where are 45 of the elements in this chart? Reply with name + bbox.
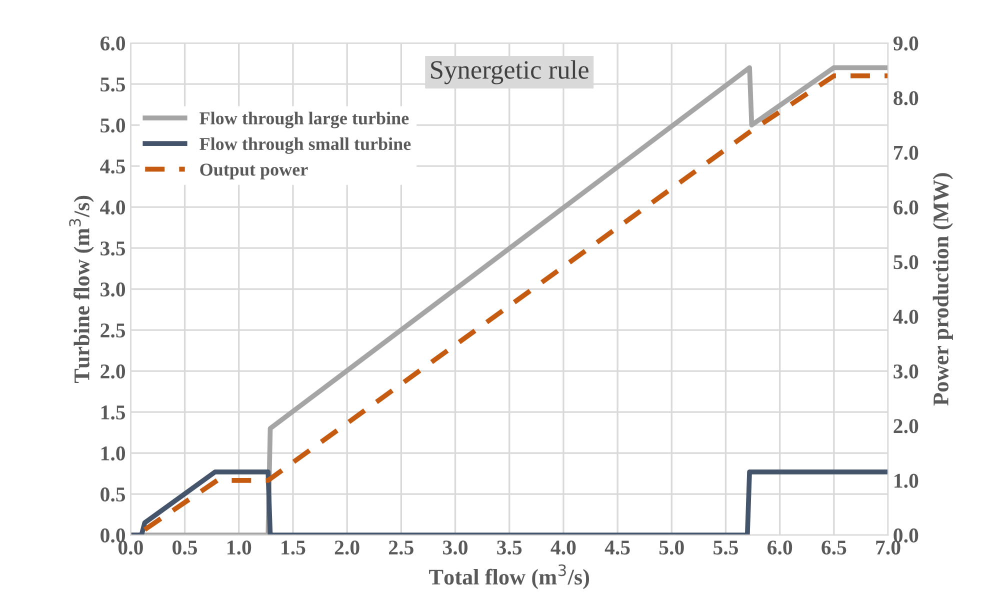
y-tick-label: 3.0 [100,282,126,297]
x-tick-label: 7.0 [876,540,900,555]
x-tick-label: 4.5 [604,540,630,555]
legend-label: Output power [200,164,308,180]
text: Synergetic rule [431,60,588,84]
x-tick-label: 1.0 [228,540,252,555]
legend-label: Flow through large turbine [200,112,409,128]
y-tick-label: 1.5 [101,406,126,420]
x-tick-label: 2.5 [389,540,414,555]
y-tick-label: 0.5 [100,487,126,502]
y-tick-label: 3.5 [100,241,126,256]
y-tick-label: 4.5 [100,160,126,174]
x-tick-label: 6.5 [822,540,846,555]
y2-tick-label: 8.0 [894,91,918,106]
y-tick-label: 0.0 [100,528,126,543]
x-tick-label: 5.0 [659,540,684,555]
y-tick-label: 4.0 [100,200,126,215]
x-tick-label: 3.5 [497,540,522,555]
x-tick-label: 5.5 [714,540,738,555]
y2-tick-label: 2.0 [894,419,918,434]
y2-tick-label: 9.0 [893,36,918,51]
x-axis-title: Total flow (m$^{3}$/s) [429,564,590,590]
x-tick-label: 2.0 [334,540,360,555]
y2-tick-label: 5.0 [894,255,918,270]
y2-tick-label: 3.0 [894,364,918,379]
legend-label: Flow through small turbine [200,137,411,154]
y-tick-label: 2.0 [100,364,126,379]
y2-tick-label: 0.0 [894,528,918,543]
x-tick-label: 0.0 [118,540,143,555]
y2-tick-label: 4.0 [893,310,918,324]
x-tick-label: 4.0 [550,540,576,555]
y2-axis-title: Power production (MW) [932,173,953,406]
y2-tick-label: 7.0 [894,146,918,160]
x-tick-label: 3.0 [443,540,468,555]
y-axis-title: Turbine flow (m$^{3}$/s) [69,196,94,384]
x-tick-label: 6.0 [768,540,792,555]
x-tick-label: 0.5 [172,540,198,555]
y-tick-label: 5.5 [100,78,126,92]
y-tick-label: 6.0 [100,36,126,51]
y2-tick-label: 1.0 [894,474,918,488]
y-tick-label: 2.5 [100,323,126,338]
x-tick-label: 1.5 [282,540,306,555]
y2-tick-label: 6.0 [894,200,918,215]
y-tick-label: 5.0 [100,118,126,133]
y-tick-label: 1.0 [101,446,126,461]
